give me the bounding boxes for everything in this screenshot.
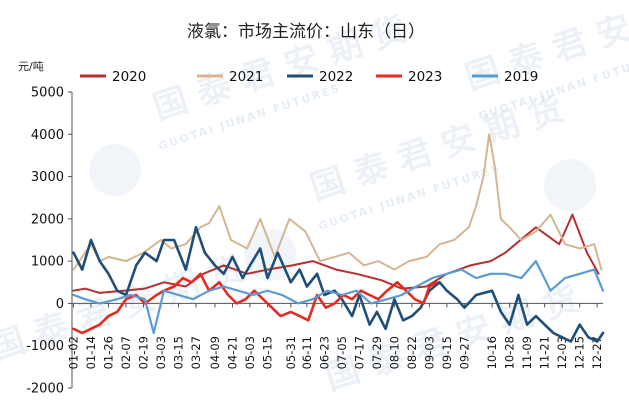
x-tick-label: 06-23 <box>317 336 331 369</box>
x-tick-label: 09-27 <box>457 336 471 369</box>
legend-label-2019: 2019 <box>504 69 538 85</box>
x-tick-label: 11-09 <box>520 336 534 369</box>
x-tick-label: 05-03 <box>243 336 257 369</box>
y-tick-label: -2000 <box>26 382 64 397</box>
x-tick-label: 07-17 <box>352 336 366 369</box>
x-tick-label: 04-09 <box>208 336 222 369</box>
x-tick-label: 09-15 <box>440 336 454 369</box>
y-tick-label: 0 <box>56 297 64 312</box>
x-tick-label: 07-29 <box>370 336 384 369</box>
x-tick-label: 08-10 <box>387 336 401 369</box>
x-tick-label: 10-16 <box>485 336 499 369</box>
y-tick-label: 4000 <box>31 128 64 143</box>
x-tick-label: 06-11 <box>300 336 314 369</box>
x-tick-label: 04-21 <box>225 336 239 369</box>
series-line-2019 <box>72 260 605 335</box>
x-tick-label: 07-05 <box>335 336 349 369</box>
x-tick-label: 01-02 <box>66 336 80 369</box>
x-tick-label: 12-15 <box>573 336 587 369</box>
series-line-2021 <box>72 133 603 271</box>
x-tick-label: 03-03 <box>154 336 168 369</box>
legend-label-2023: 2023 <box>408 69 442 85</box>
y-tick-label: 2000 <box>31 212 64 227</box>
x-tick-label: 02-19 <box>136 336 150 369</box>
x-tick-label: 09-03 <box>422 336 436 369</box>
legend-label-2021: 2021 <box>229 69 263 85</box>
legend-label-2022: 2022 <box>319 69 353 85</box>
x-tick-label: 02-07 <box>119 336 133 369</box>
svg-text:国 泰 君 安 期 货: 国 泰 君 安 期 货 <box>460 0 629 99</box>
y-tick-label: 1000 <box>31 255 64 270</box>
legend-label-2020: 2020 <box>112 69 146 85</box>
x-tick-label: 11-21 <box>538 336 552 369</box>
series-group <box>72 133 605 343</box>
x-tick-label: 01-26 <box>101 336 115 369</box>
y-tick-label: -1000 <box>26 339 64 354</box>
x-tick-label: 05-31 <box>284 336 298 369</box>
x-axis: 01-02 01-14 01-26 02-07 02-19 03-03 03-15 03-27… <box>66 302 604 369</box>
y-axis: -2000 -1000 0 1000 2000 3000 4000 5000 <box>26 86 73 397</box>
x-tick-label: 12-27 <box>590 336 604 369</box>
series-line-2022 <box>72 226 605 343</box>
y-tick-label: 3000 <box>31 170 64 185</box>
x-tick-label: 03-27 <box>189 336 203 369</box>
y-tick-label: 5000 <box>31 86 64 101</box>
x-tick-label: 08-22 <box>405 336 419 369</box>
x-tick-label: 01-14 <box>84 336 98 369</box>
y-axis-label: 元/吨 <box>18 60 44 73</box>
series-line-2020 <box>72 213 600 294</box>
x-tick-label: 12-03 <box>555 336 569 369</box>
chart-title: 液氯：市场主流价：山东（日） <box>187 22 425 42</box>
x-tick-label: 03-15 <box>171 336 185 369</box>
x-tick-label: 05-15 <box>260 336 274 369</box>
x-tick-label: 10-28 <box>503 336 517 369</box>
legend: 2020 2021 2022 2023 2019 <box>80 69 538 85</box>
